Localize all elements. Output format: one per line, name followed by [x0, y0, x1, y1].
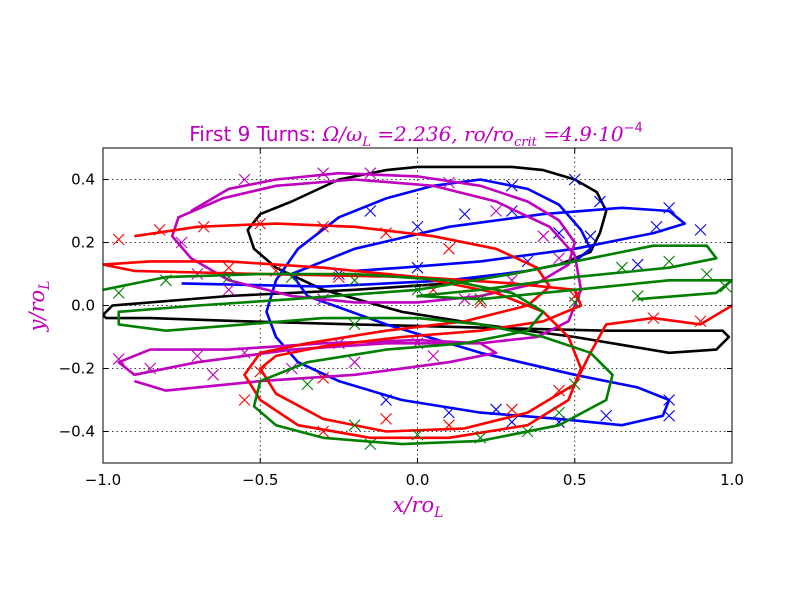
- data-point-marker: [505, 403, 518, 416]
- data-point-marker: [474, 431, 487, 444]
- data-point-marker: [427, 350, 440, 362]
- data-point-marker: [112, 353, 125, 365]
- data-point-marker: [443, 176, 455, 189]
- data-point-marker: [160, 274, 172, 287]
- data-point-marker: [694, 224, 707, 236]
- series-0: [103, 165, 731, 355]
- y-tick-label: −0.4: [59, 423, 95, 441]
- data-point-marker: [537, 230, 550, 243]
- data-point-marker: [254, 217, 267, 230]
- data-point-marker: [112, 233, 125, 246]
- chart-title: First 9 Turns: Ω/ωL =2.236, ro/rocrit =4…: [189, 121, 643, 150]
- data-point-marker: [584, 230, 597, 243]
- data-point-marker: [650, 220, 663, 233]
- data-point-marker: [600, 409, 613, 422]
- data-point-marker: [553, 384, 565, 397]
- x-tick-label: 0.5: [563, 471, 587, 489]
- data-point-marker: [411, 261, 424, 274]
- series-2: [112, 167, 583, 392]
- data-point-marker: [222, 261, 235, 274]
- data-point-marker: [553, 252, 565, 265]
- series-4: [103, 244, 732, 450]
- data-point-marker: [348, 356, 361, 369]
- data-point-marker: [238, 346, 251, 359]
- data-point-marker: [694, 315, 707, 328]
- data-point-marker: [443, 406, 455, 419]
- data-point-marker: [647, 312, 660, 324]
- data-point-marker: [616, 261, 628, 274]
- data-point-marker: [411, 428, 424, 441]
- x-axis-label: x/roL: [393, 493, 444, 521]
- data-point-marker: [719, 280, 732, 293]
- data-point-marker: [317, 372, 330, 384]
- data-point-marker: [197, 220, 210, 233]
- data-point-marker: [112, 287, 125, 299]
- data-point-marker: [153, 224, 166, 236]
- series-line: [103, 244, 732, 446]
- data-point-marker: [411, 283, 424, 296]
- data-point-marker: [553, 406, 565, 419]
- data-point-marker: [663, 201, 675, 214]
- y-tick-label: 0.0: [71, 297, 95, 315]
- data-point-marker: [380, 413, 392, 425]
- data-point-marker: [568, 296, 581, 309]
- data-point-marker: [364, 205, 377, 217]
- data-point-marker: [568, 173, 581, 186]
- data-point-marker: [505, 179, 518, 192]
- data-point-marker: [568, 378, 581, 391]
- data-point-marker: [458, 208, 471, 221]
- data-point-marker: [490, 403, 503, 416]
- data-point-marker: [364, 438, 377, 450]
- data-point-marker: [490, 205, 503, 217]
- data-point-marker: [144, 362, 157, 375]
- y-axis-label: y/roL: [25, 281, 53, 333]
- series-group: [103, 165, 732, 450]
- data-point-marker: [317, 167, 330, 180]
- data-point-marker: [443, 242, 455, 255]
- x-tick-label: 0.0: [406, 471, 430, 489]
- data-point-marker: [380, 227, 392, 239]
- data-point-marker: [553, 227, 565, 239]
- data-point-marker: [317, 425, 330, 438]
- data-point-marker: [474, 293, 487, 306]
- x-tick-label: −1.0: [85, 471, 121, 489]
- data-point-marker: [348, 274, 361, 287]
- data-point-marker: [631, 290, 644, 302]
- data-point-marker: [191, 268, 204, 280]
- x-tick-label: 1.0: [720, 471, 744, 489]
- data-point-marker: [191, 350, 204, 362]
- data-point-marker: [222, 283, 235, 296]
- data-point-marker: [301, 378, 314, 391]
- data-point-marker: [317, 220, 330, 233]
- data-point-marker: [663, 394, 675, 406]
- y-tick-label: −0.2: [59, 360, 95, 378]
- data-point-marker: [238, 173, 251, 186]
- data-point-marker: [222, 271, 235, 284]
- data-point-marker: [568, 290, 581, 302]
- y-tick-label: 0.2: [71, 234, 95, 252]
- data-point-marker: [238, 394, 251, 406]
- y-tick-label: 0.4: [71, 171, 95, 189]
- data-point-marker: [348, 419, 361, 432]
- data-point-marker: [411, 220, 424, 233]
- data-point-marker: [663, 255, 675, 268]
- x-tick-label: −0.5: [242, 471, 278, 489]
- data-point-marker: [443, 419, 455, 432]
- data-point-marker: [700, 268, 713, 280]
- data-point-marker: [594, 195, 606, 208]
- data-point-marker: [254, 365, 267, 378]
- data-point-marker: [380, 394, 392, 406]
- data-point-marker: [631, 258, 644, 271]
- series-line: [103, 165, 731, 355]
- data-point-marker: [348, 318, 361, 331]
- ticks: −1.0 −0.5 0.0 0.5 1.0 −0.4 −0.2 0.0 0.2 0.4: [59, 148, 744, 489]
- data-point-marker: [663, 409, 675, 422]
- data-point-marker: [207, 368, 219, 381]
- data-point-marker: [285, 271, 298, 284]
- data-point-marker: [175, 236, 188, 249]
- data-point-marker: [364, 167, 377, 180]
- data-point-marker: [521, 425, 534, 438]
